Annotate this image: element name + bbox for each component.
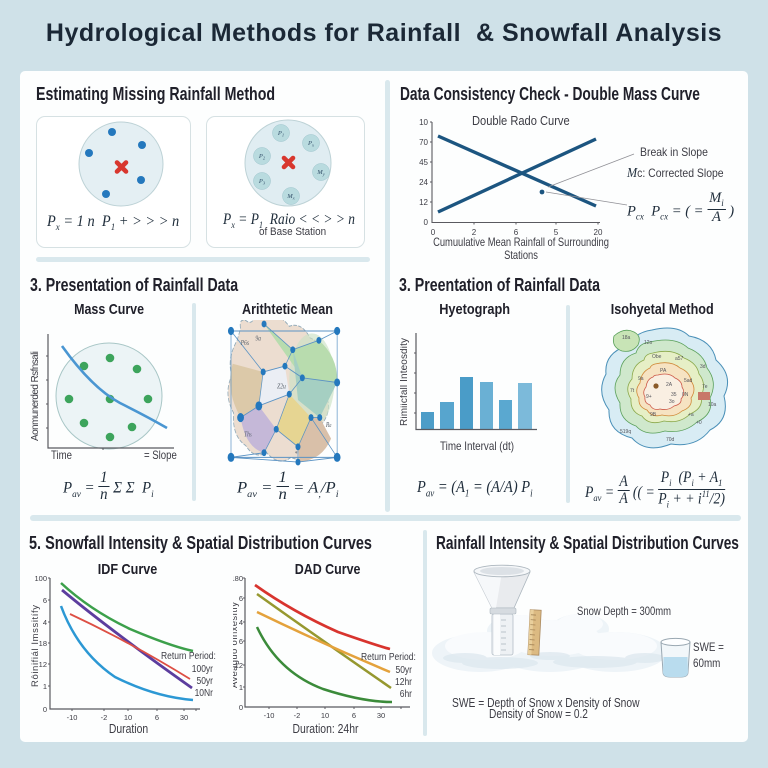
svg-text:Aonmunerded Rsfnsali: Aonmunerded Rsfnsali	[30, 351, 41, 441]
svg-text:-10: -10	[67, 713, 78, 722]
svg-text:10: 10	[419, 118, 428, 127]
svg-text:12o: 12o	[644, 340, 653, 346]
svg-text:70: 70	[419, 138, 428, 147]
svg-text:10a: 10a	[708, 402, 717, 408]
svg-text:30: 30	[180, 713, 188, 722]
svg-text:P1: P1	[277, 130, 284, 138]
svg-text:6: 6	[155, 713, 159, 722]
svg-text:70d: 70d	[666, 437, 675, 443]
svg-text:-10: -10	[264, 711, 275, 720]
svg-text:0: 0	[43, 705, 47, 714]
svg-text:12: 12	[419, 198, 428, 207]
svg-text:Rimiicfall Inteosdity: Rimiicfall Inteosdity	[400, 338, 410, 426]
svg-text:Ths: Ths	[244, 431, 252, 439]
svg-text:My: My	[316, 169, 324, 177]
svg-text:Double Rado Curve: Double Rado Curve	[472, 113, 570, 128]
svg-text:5: 5	[554, 228, 559, 237]
svg-text:5ad: 5ad	[684, 378, 693, 384]
svg-text:3o: 3o	[669, 399, 675, 405]
svg-text:10: 10	[124, 713, 132, 722]
svg-text:Px: Px	[307, 140, 314, 148]
svg-text:P6s: P6s	[240, 339, 250, 347]
svg-text:100: 100	[34, 574, 47, 583]
svg-text:Mx: Mx	[286, 193, 294, 201]
svg-text:2: 2	[472, 228, 477, 237]
svg-text:7e: 7e	[702, 384, 708, 390]
svg-text:35: 35	[671, 392, 677, 398]
svg-text:1: 1	[239, 683, 243, 692]
svg-text:0: 0	[239, 703, 243, 712]
svg-text:P2: P2	[258, 153, 266, 161]
svg-text:1: 1	[43, 682, 47, 691]
svg-text:24: 24	[419, 178, 428, 187]
svg-text:6: 6	[239, 594, 243, 603]
svg-text:12: 12	[235, 661, 243, 670]
svg-text:-2: -2	[294, 711, 301, 720]
svg-text:9a: 9a	[255, 335, 261, 343]
svg-text:45: 45	[419, 158, 428, 167]
svg-text:P3: P3	[258, 178, 266, 186]
svg-text:Aveaguo oínxesítíy: Aveaguo oínxesítíy	[233, 602, 240, 688]
svg-text:+0: +0	[696, 420, 702, 426]
svg-text:6: 6	[239, 637, 243, 646]
svg-text:6: 6	[352, 711, 356, 720]
svg-text:12: 12	[39, 660, 47, 669]
svg-text:20: 20	[594, 228, 603, 237]
svg-text:Ra: Ra	[325, 421, 332, 429]
svg-text:0N: 0N	[682, 392, 689, 398]
svg-text:9a: 9a	[638, 376, 644, 382]
svg-text:Obe: Obe	[652, 354, 662, 360]
svg-text:+a: +a	[688, 412, 694, 418]
svg-text:18: 18	[39, 639, 47, 648]
svg-text:30: 30	[377, 711, 385, 720]
svg-text:6: 6	[43, 596, 47, 605]
svg-text:7t: 7t	[630, 388, 635, 394]
svg-text:-2: -2	[101, 713, 108, 722]
svg-text:9B: 9B	[650, 412, 657, 418]
svg-text:0: 0	[424, 218, 429, 227]
svg-text:Rôinifiál Imssitífy: Rôinifiál Imssitífy	[30, 605, 41, 687]
svg-text:519q: 519q	[620, 429, 631, 435]
svg-text:3d: 3d	[700, 364, 706, 370]
svg-text:*: *	[295, 451, 298, 459]
svg-text:10: 10	[321, 711, 329, 720]
svg-text:a57: a57	[675, 356, 684, 362]
svg-text:18a: 18a	[622, 335, 631, 341]
svg-text:180: 180	[233, 574, 243, 583]
svg-text:2A: 2A	[666, 382, 673, 388]
svg-text:4: 4	[239, 618, 243, 627]
svg-text:Z2u: Z2u	[277, 383, 286, 391]
svg-text:4: 4	[43, 618, 47, 627]
svg-text:PA: PA	[660, 368, 667, 374]
svg-text:9+: 9+	[646, 394, 652, 400]
svg-text:6: 6	[514, 228, 519, 237]
svg-text:0: 0	[431, 228, 436, 237]
